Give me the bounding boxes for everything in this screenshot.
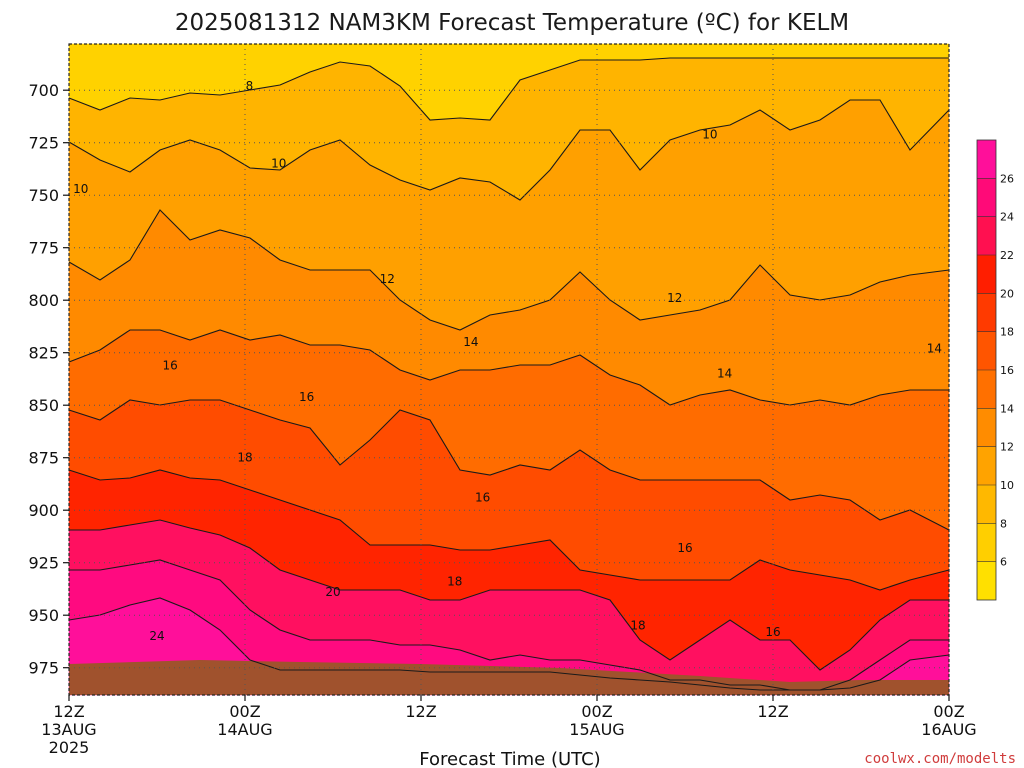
x-tick-label: 00Z <box>229 702 260 721</box>
ground-surface <box>69 660 949 695</box>
x-tick-label: 12Z <box>53 702 84 721</box>
contour-label: 12 <box>667 291 682 305</box>
contour-label: 14 <box>927 342 942 356</box>
y-tick-label: 925 <box>28 554 59 573</box>
isotherm-line <box>68 99 950 201</box>
colorbar-tick-label: 10 <box>1000 479 1014 492</box>
y-tick-label: 800 <box>28 291 59 310</box>
isotherm-line <box>68 469 950 591</box>
isotherm-line <box>68 209 950 331</box>
colorbar-segment <box>977 408 996 447</box>
colorbar-segment <box>977 523 996 562</box>
y-tick-label: 875 <box>28 449 59 468</box>
contour-lines <box>68 57 950 691</box>
y-tick-label: 750 <box>28 186 59 205</box>
contour-label: 20 <box>325 585 340 599</box>
contour-label: 16 <box>163 358 178 372</box>
y-axis-ticks: 700 725 750 775 800 825 850 875 900 925 950 975 <box>28 81 69 678</box>
colorbar-segment <box>977 370 996 409</box>
contour-label: 10 <box>271 157 286 171</box>
contour-label: 24 <box>149 629 164 643</box>
x-tick-label: 12Z <box>757 702 788 721</box>
y-tick-label: 725 <box>28 134 59 153</box>
colorbar-tick-label: 24 <box>1000 211 1014 224</box>
y-tick-label: 775 <box>28 239 59 258</box>
isotherm-line <box>68 329 949 406</box>
x-tick-label: 00Z <box>581 702 612 721</box>
contour-label: 16 <box>677 541 692 555</box>
contour-label: 18 <box>237 451 252 465</box>
colorbar-tick-label: 16 <box>1000 364 1014 377</box>
isotherm-line <box>69 519 949 671</box>
contour-label: 12 <box>380 272 395 286</box>
colorbar-segment <box>977 293 996 332</box>
colorbar-tick-label: 20 <box>1000 287 1014 300</box>
x-tick-label: 16AUG <box>921 720 976 739</box>
contour-label: 8 <box>246 79 254 93</box>
x-tick-label: 14AUG <box>217 720 272 739</box>
contour-label: 16 <box>475 491 490 505</box>
x-tick-label: 2025 <box>49 738 90 757</box>
y-tick-label: 850 <box>28 396 59 415</box>
colorbar: 6 8 10 12 14 16 18 20 22 24 26 <box>976 139 1014 601</box>
contour-label: 16 <box>299 390 314 404</box>
x-tick-label: 12Z <box>405 702 436 721</box>
contour-label: 10 <box>702 127 717 141</box>
colorbar-segment <box>977 561 996 600</box>
colorbar-segment <box>977 485 996 524</box>
colorbar-tick-label: 22 <box>1000 249 1014 262</box>
contour-label: 18 <box>447 575 462 589</box>
colorbar-segment <box>977 331 996 370</box>
contour-label: 16 <box>765 625 780 639</box>
y-tick-label: 950 <box>28 606 59 625</box>
y-tick-label: 700 <box>28 81 59 100</box>
contour-labels: 8 10 10 10 12 12 16 16 14 14 14 18 16 20 18 16 18 24 16 <box>73 79 942 643</box>
isotherm-line <box>68 57 949 121</box>
colorbar-tick-label: 8 <box>1000 517 1007 530</box>
plot-frame <box>68 43 950 696</box>
x-tick-label: 00Z <box>933 702 964 721</box>
colorbar-tick-label: 14 <box>1000 402 1014 415</box>
credit-text: coolwx.com/modelts <box>864 751 1016 767</box>
colorbar-tick-label: 6 <box>1000 556 1007 569</box>
chart-title: 2025081312 NAM3KM Forecast Temperature (… <box>175 10 849 36</box>
colorbar-segment <box>977 178 996 217</box>
colorbar-tick-label: 26 <box>1000 172 1014 185</box>
x-tick-label: 15AUG <box>569 720 624 739</box>
y-tick-label: 900 <box>28 501 59 520</box>
y-tick-label: 975 <box>28 659 59 678</box>
colorbar-segment <box>977 446 996 485</box>
contour-label: 18 <box>630 619 645 633</box>
y-tick-label: 825 <box>28 344 59 363</box>
colorbar-segment <box>977 255 996 294</box>
contour-label: 10 <box>73 182 88 196</box>
isotherm-line <box>68 597 950 691</box>
contour-label: 14 <box>463 335 478 349</box>
colorbar-tick-label: 12 <box>1000 441 1014 454</box>
x-tick-label: 13AUG <box>41 720 96 739</box>
temperature-bands <box>68 43 950 696</box>
colorbar-segment <box>977 140 996 179</box>
colorbar-segment <box>977 216 996 255</box>
isotherm-line <box>68 399 950 531</box>
contour-label: 14 <box>717 367 732 381</box>
x-axis-label: Forecast Time (UTC) <box>419 749 600 768</box>
colorbar-tick-label: 18 <box>1000 326 1014 339</box>
